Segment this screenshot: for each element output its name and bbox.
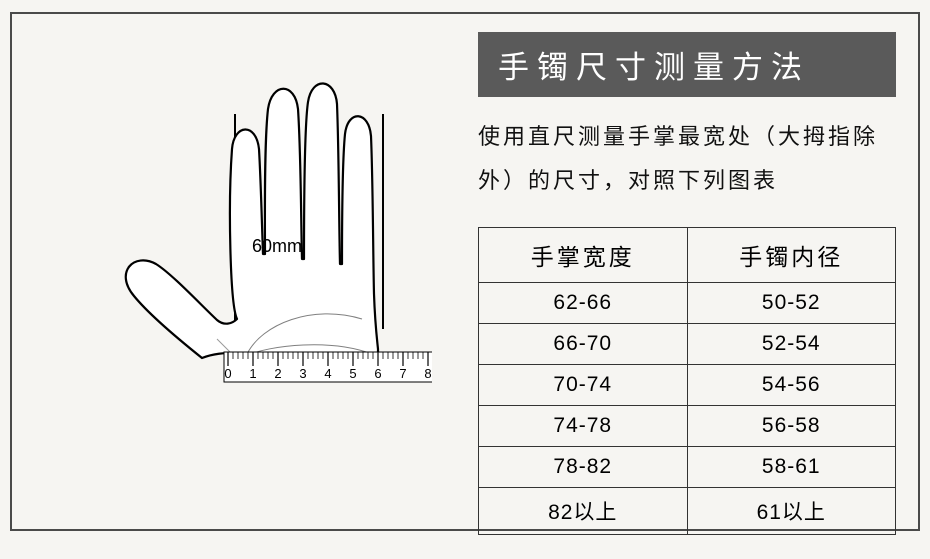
table-row: 70-7454-56 (479, 365, 896, 406)
info-pane: 手镯尺寸测量方法 使用直尺测量手掌最宽处（大拇指除外）的尺寸，对照下列图表 手掌… (478, 14, 918, 529)
table-cell: 70-74 (479, 365, 688, 406)
table-row: 66-7052-54 (479, 324, 896, 365)
table-cell: 52-54 (687, 324, 896, 365)
diagram-pane: 0123456789 60mm (12, 14, 478, 529)
table-cell: 66-70 (479, 324, 688, 365)
outer-frame: 0123456789 60mm 手镯尺寸测量方法 使用直尺测量手掌最宽处（大拇指… (10, 12, 920, 531)
title-bar: 手镯尺寸测量方法 (478, 32, 896, 97)
instruction-text: 使用直尺测量手掌最宽处（大拇指除外）的尺寸，对照下列图表 (478, 115, 896, 203)
svg-text:3: 3 (299, 366, 306, 381)
table-cell: 56-58 (687, 406, 896, 447)
svg-text:2: 2 (274, 366, 281, 381)
hand-svg: 0123456789 (52, 54, 432, 514)
measurement-label: 60mm (252, 236, 302, 257)
svg-text:1: 1 (249, 366, 256, 381)
table-cell: 61以上 (687, 488, 896, 535)
svg-text:5: 5 (349, 366, 356, 381)
table-cell: 82以上 (479, 488, 688, 535)
table-header-width: 手掌宽度 (479, 228, 688, 283)
size-table: 手掌宽度 手镯内径 62-6650-5266-7052-5470-7454-56… (478, 227, 896, 535)
table-row: 74-7856-58 (479, 406, 896, 447)
table-cell: 78-82 (479, 447, 688, 488)
table-cell: 54-56 (687, 365, 896, 406)
svg-text:6: 6 (374, 366, 381, 381)
svg-text:8: 8 (424, 366, 431, 381)
table-cell: 58-61 (687, 447, 896, 488)
svg-text:4: 4 (324, 366, 331, 381)
table-cell: 50-52 (687, 283, 896, 324)
table-row: 82以上61以上 (479, 488, 896, 535)
svg-text:0: 0 (224, 366, 231, 381)
table-row: 78-8258-61 (479, 447, 896, 488)
table-row: 62-6650-52 (479, 283, 896, 324)
table-cell: 62-66 (479, 283, 688, 324)
hand-diagram: 0123456789 60mm (52, 54, 432, 514)
table-cell: 74-78 (479, 406, 688, 447)
table-header-diameter: 手镯内径 (687, 228, 896, 283)
svg-text:7: 7 (399, 366, 406, 381)
